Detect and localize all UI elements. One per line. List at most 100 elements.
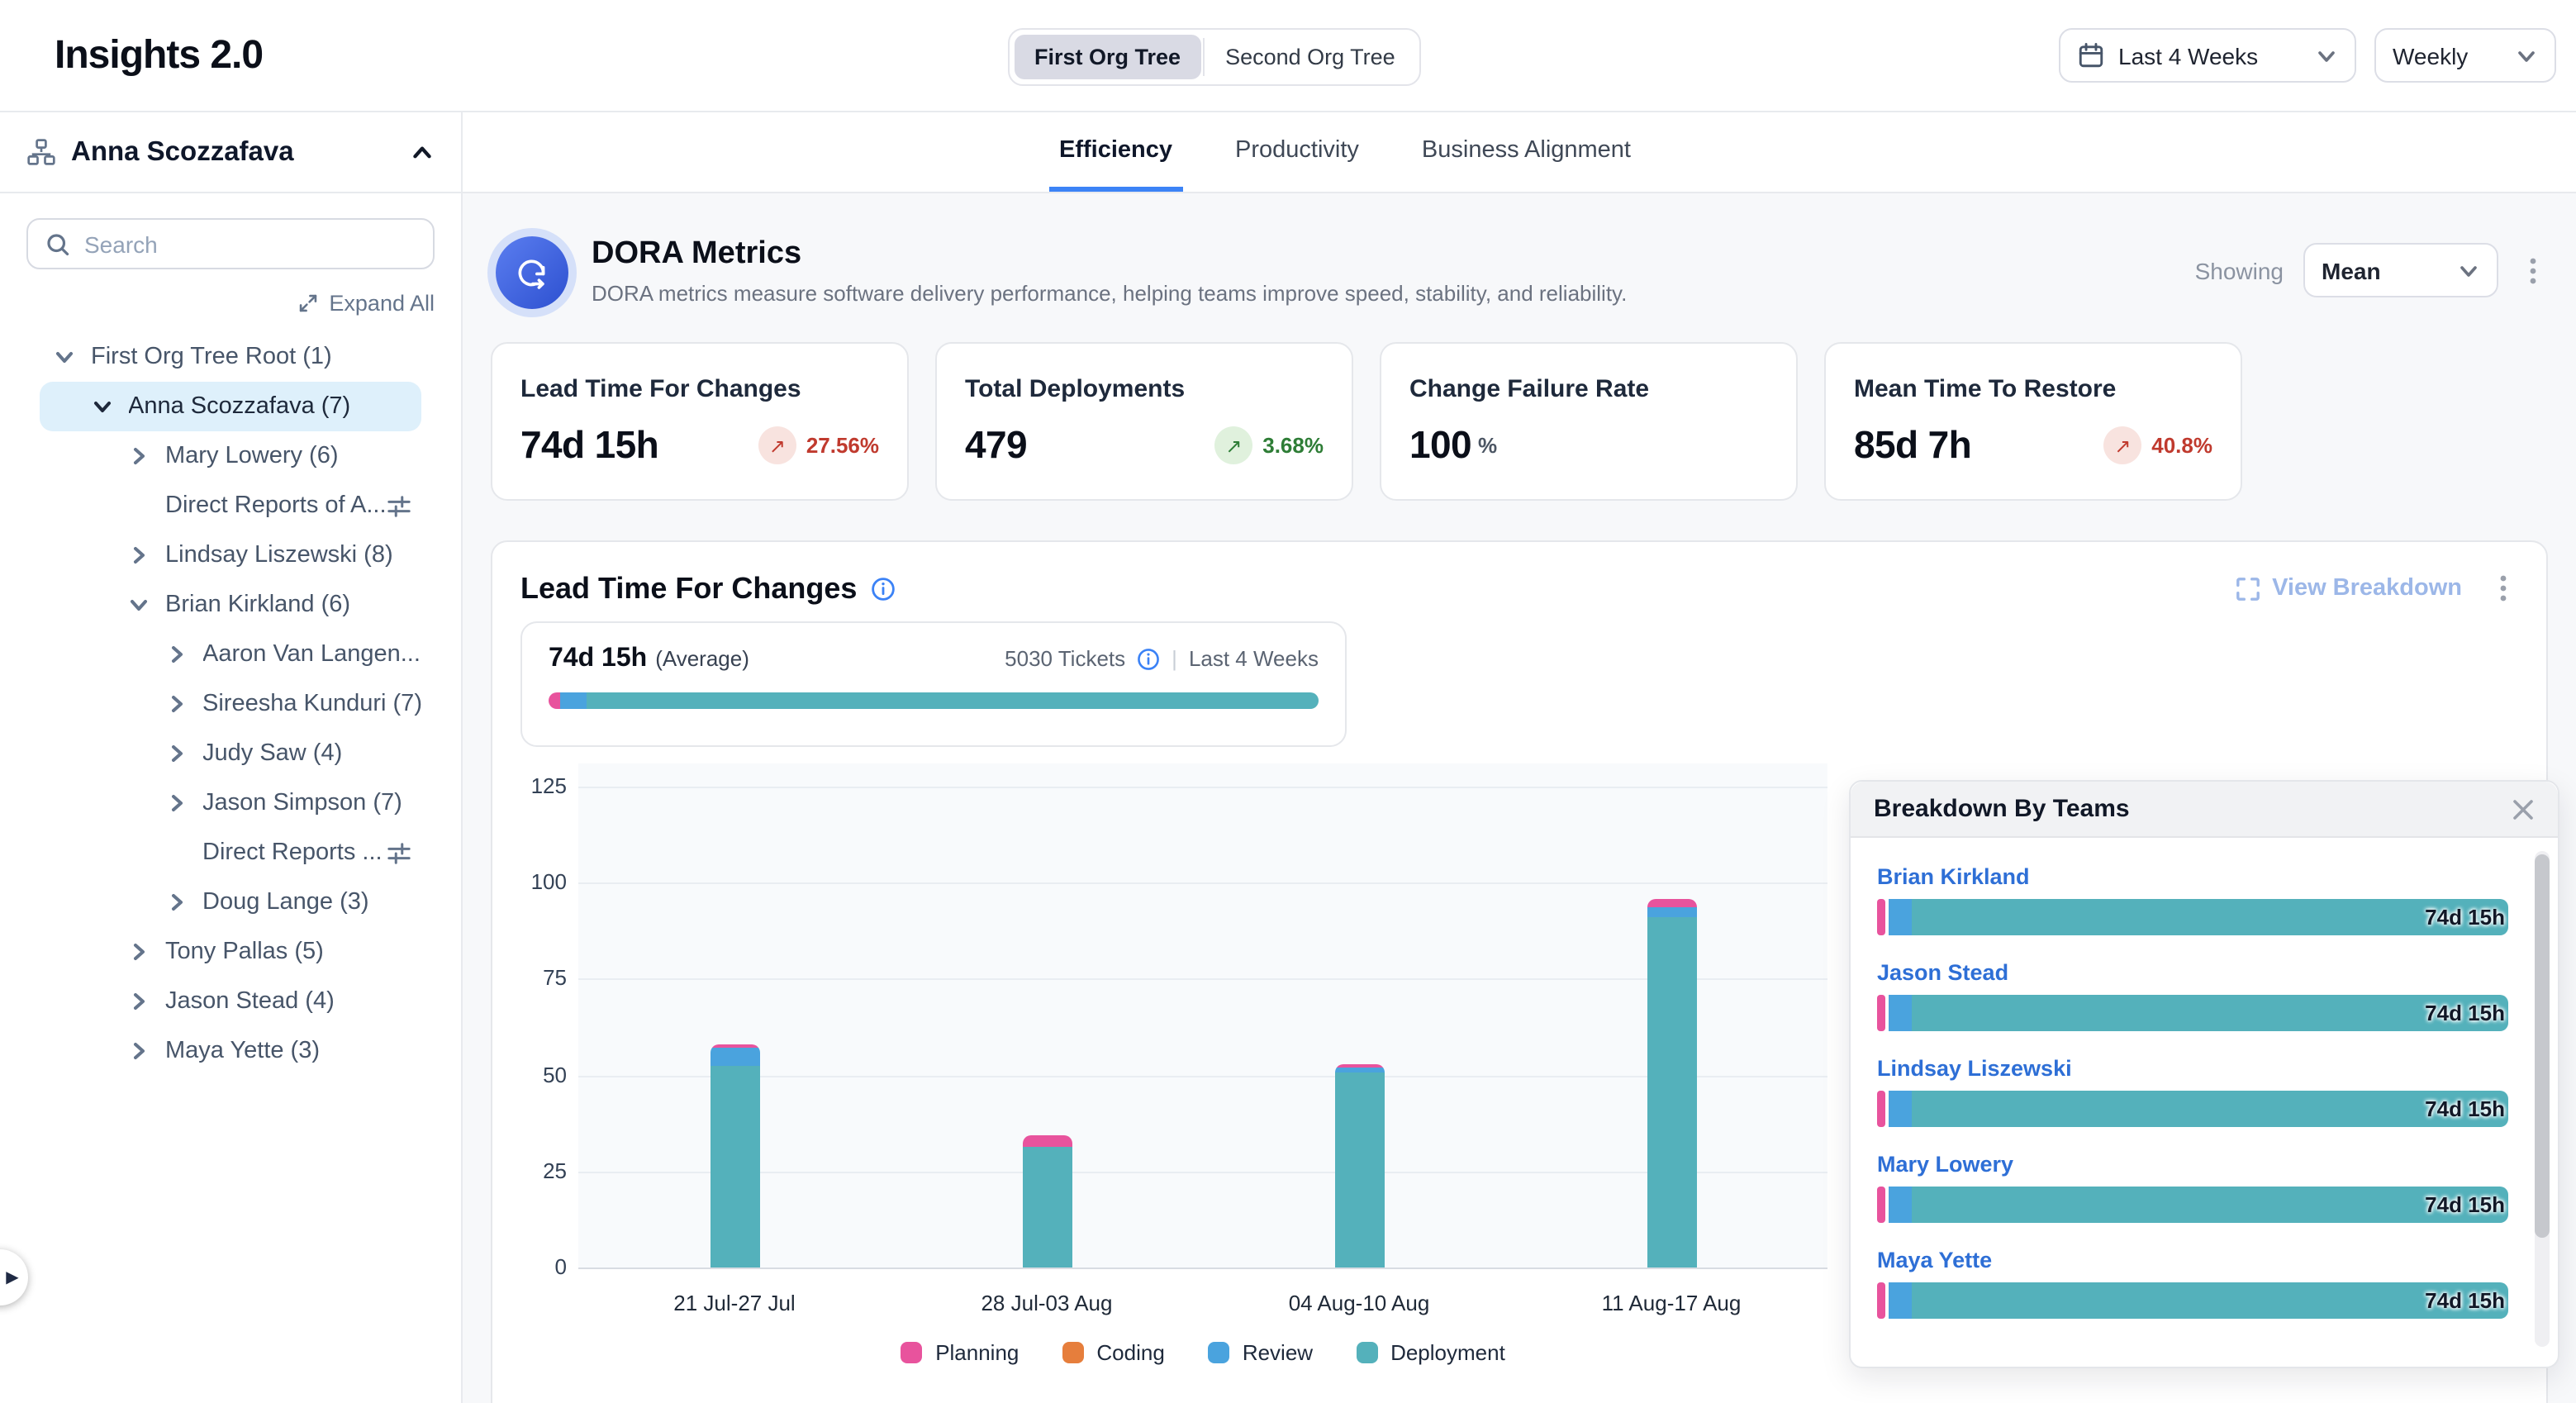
gridline — [578, 1171, 1827, 1173]
tree-item-maya-yette-3[interactable]: Maya Yette (3) — [40, 1026, 435, 1076]
dora-description: DORA metrics measure software delivery p… — [592, 280, 1628, 305]
chevron-right-icon[interactable] — [127, 940, 150, 963]
y-axis-tick-label: 0 — [554, 1254, 567, 1279]
team-name-link[interactable]: Maya Yette — [1877, 1248, 1993, 1272]
team-name-link[interactable]: Lindsay Liszewski — [1877, 1056, 2072, 1081]
main-area: Efficiency Productivity Business Alignment… — [463, 112, 2576, 1403]
y-axis-tick-label: 75 — [543, 965, 567, 991]
chevron-right-icon[interactable] — [164, 891, 188, 914]
tree-item-sireesha-kunduri-7[interactable]: Sireesha Kunduri (7) — [40, 679, 435, 729]
search-input[interactable] — [84, 231, 416, 257]
legend-swatch — [1207, 1342, 1229, 1363]
team-name-link[interactable]: Mary Lowery — [1877, 1152, 2014, 1177]
expand-all-icon — [297, 292, 319, 314]
chevron-right-icon[interactable] — [164, 692, 188, 716]
tree-item-label: Anna Scozzafava (7) — [128, 393, 351, 420]
chevron-right-icon[interactable] — [127, 1039, 150, 1063]
bar-segment-planning — [1022, 1134, 1072, 1148]
legend-label: Review — [1242, 1340, 1314, 1365]
chevron-down-icon — [2315, 44, 2338, 67]
x-axis-tick-label: 21 Jul-27 Jul — [673, 1291, 796, 1315]
org-chart-icon — [26, 137, 56, 167]
sidebar-body: Expand All First Org Tree Root (1) Anna S… — [0, 193, 461, 1076]
showing-select[interactable]: Mean — [2303, 243, 2498, 297]
tree-item-jason-simpson-7[interactable]: Jason Simpson (7) — [40, 778, 435, 828]
kebab-menu-icon[interactable] — [2518, 252, 2548, 288]
team-name-link[interactable]: Jason Stead — [1877, 960, 2009, 985]
team-name-link[interactable]: Brian Kirkland — [1877, 864, 2030, 889]
chevron-up-icon[interactable] — [410, 140, 435, 164]
x-axis-tick-label: 28 Jul-03 Aug — [981, 1291, 1113, 1315]
granularity-select[interactable]: Weekly — [2374, 28, 2556, 83]
org-tree-toggle-second[interactable]: Second Org Tree — [1225, 45, 1395, 69]
tree-spacer — [164, 841, 188, 864]
metric-card-unit: % — [1477, 433, 1498, 458]
tab-productivity[interactable]: Productivity — [1235, 136, 1359, 163]
chevron-down-icon[interactable] — [90, 395, 113, 418]
view-breakdown-button[interactable]: View Breakdown — [2236, 575, 2462, 602]
breakdown-panel-header: Breakdown By Teams — [1851, 782, 2558, 838]
tree-item-label: Direct Reports ... — [202, 839, 383, 866]
bar-segment-planning — [1877, 1282, 1885, 1319]
tree-item-brian-kirkland-6[interactable]: Brian Kirkland (6) — [40, 580, 435, 630]
average-stacked-bar — [549, 692, 1319, 709]
legend-item-planning: Planning — [901, 1340, 1019, 1365]
tree-item-first-org-tree-root-1[interactable]: First Org Tree Root (1) — [40, 332, 435, 382]
tree-item-label: Doug Lange (3) — [202, 889, 369, 916]
lead-time-chart: 0 25 50 75 100 125 21 Jul-27 Jul 28 Jul-03 Aug 0… — [520, 763, 2518, 1325]
filter-sliders-icon[interactable] — [387, 493, 411, 518]
tab-business-alignment[interactable]: Business Alignment — [1421, 136, 1631, 163]
expand-all-button[interactable]: Expand All — [26, 291, 435, 316]
tree-item-direct-reports[interactable]: Direct Reports ... — [40, 828, 435, 877]
metric-card-delta: ↗ 40.8% — [2103, 426, 2212, 464]
team-stacked-bar: 74d 15h — [1877, 995, 2508, 1031]
sidebar-header[interactable]: Anna Scozzafava — [0, 112, 461, 193]
chevron-right-icon[interactable] — [127, 445, 150, 468]
tree-item-lindsay-liszewski-8[interactable]: Lindsay Liszewski (8) — [40, 530, 435, 580]
kebab-menu-icon[interactable] — [2488, 570, 2518, 606]
tab-efficiency[interactable]: Efficiency — [1049, 112, 1182, 192]
main-tabs: Efficiency Productivity Business Alignment — [463, 112, 2576, 193]
x-axis-tick-label: 04 Aug-10 Aug — [1288, 1291, 1430, 1315]
sidebar-owner-name: Anna Scozzafava — [71, 136, 294, 166]
chevron-right-icon[interactable] — [164, 792, 188, 815]
dora-cycle-icon — [496, 236, 568, 309]
tree-item-jason-stead-4[interactable]: Jason Stead (4) — [40, 977, 435, 1026]
avg-segment-deployment — [586, 692, 1319, 709]
panel-scrollbar-thumb[interactable] — [2535, 854, 2550, 1238]
stacked-bar-11-aug-17-aug — [1647, 898, 1696, 1267]
tree-item-judy-saw-4[interactable]: Judy Saw (4) — [40, 729, 435, 778]
chevron-right-icon[interactable] — [164, 742, 188, 765]
team-row-jason-stead: Jason Stead 74d 15h — [1877, 960, 2508, 1031]
tree-item-doug-lange-3[interactable]: Doug Lange (3) — [40, 877, 435, 927]
chevron-right-icon[interactable] — [127, 990, 150, 1013]
team-value-label: 74d 15h — [2425, 1288, 2505, 1313]
metric-card-title: Lead Time For Changes — [520, 375, 801, 403]
close-icon[interactable] — [2512, 797, 2535, 820]
dora-titles: DORA Metrics DORA metrics measure softwa… — [592, 235, 1627, 305]
bar-segment-deployment — [1022, 1147, 1072, 1267]
chevron-down-icon[interactable] — [53, 345, 76, 369]
org-tree-toggle-first[interactable]: First Org Tree — [1015, 35, 1201, 79]
tree-item-label: Direct Reports of A... — [165, 492, 387, 519]
info-icon[interactable] — [870, 576, 895, 601]
date-range-select[interactable]: Last 4 Weeks — [2059, 28, 2356, 83]
metric-card-delta-value: 3.68% — [1262, 433, 1324, 458]
tree-item-tony-pallas-5[interactable]: Tony Pallas (5) — [40, 927, 435, 977]
tree-item-anna-scozzafava-7[interactable]: Anna Scozzafava (7) — [40, 382, 421, 431]
toggle-divider — [1202, 38, 1205, 76]
chevron-down-icon[interactable] — [127, 593, 150, 616]
bar-segment-planning — [710, 1044, 759, 1049]
filter-sliders-icon[interactable] — [387, 840, 411, 865]
chevron-right-icon[interactable] — [127, 544, 150, 567]
tree-item-mary-lowery-6[interactable]: Mary Lowery (6) — [40, 431, 435, 481]
chevron-right-icon[interactable] — [164, 643, 188, 666]
info-icon[interactable] — [1137, 647, 1160, 670]
bar-segment-deployment — [1912, 1091, 2508, 1127]
tree-item-direct-reports-of-a[interactable]: Direct Reports of A... — [40, 481, 435, 530]
content: DORA Metrics DORA metrics measure softwa… — [463, 231, 2576, 1403]
tree-item-aaron-van-langen[interactable]: Aaron Van Langen... — [40, 630, 435, 679]
lead-time-header: Lead Time For Changes View Breakdown — [520, 570, 2518, 606]
team-stacked-bar: 74d 15h — [1877, 1282, 2508, 1319]
